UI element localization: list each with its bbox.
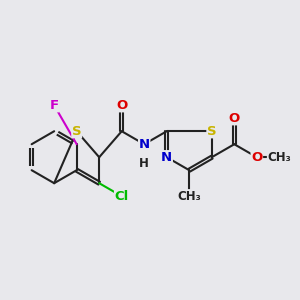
Text: Cl: Cl bbox=[115, 190, 129, 203]
Text: O: O bbox=[116, 99, 127, 112]
Text: F: F bbox=[50, 99, 59, 112]
Text: N: N bbox=[161, 151, 172, 164]
Text: CH₃: CH₃ bbox=[267, 151, 291, 164]
Text: O: O bbox=[229, 112, 240, 125]
Text: H: H bbox=[139, 158, 149, 170]
Text: S: S bbox=[207, 125, 217, 138]
Text: S: S bbox=[72, 125, 82, 138]
Text: N: N bbox=[139, 138, 150, 151]
Text: CH₃: CH₃ bbox=[177, 190, 201, 203]
Text: O: O bbox=[251, 151, 262, 164]
